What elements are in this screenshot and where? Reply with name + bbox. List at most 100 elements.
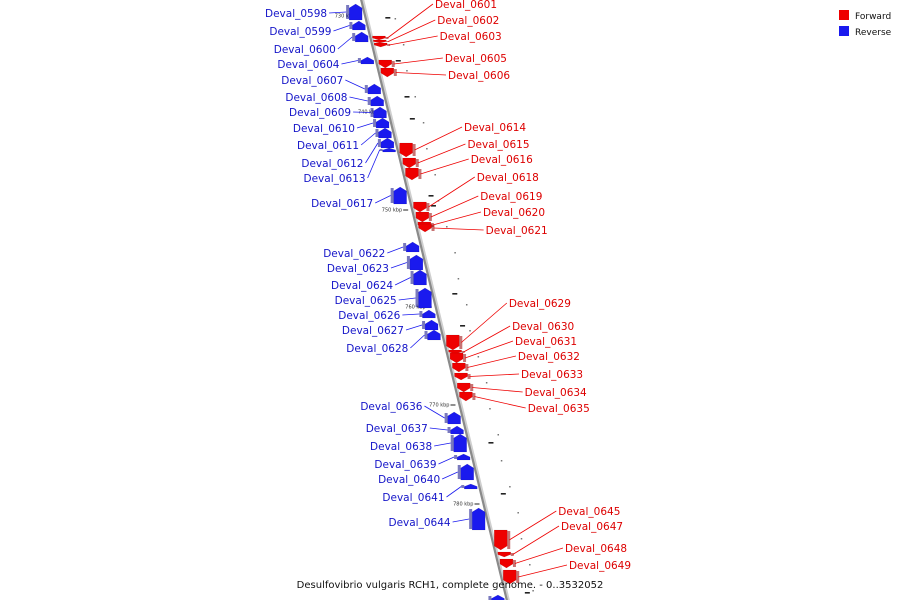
gene-glyph[interactable]	[405, 167, 419, 181]
gene-glyph[interactable]	[424, 319, 439, 331]
gene-glyph[interactable]	[422, 309, 436, 319]
gene-label[interactable]: Deval_0626	[338, 310, 400, 322]
gene-glyph[interactable]	[493, 529, 508, 551]
gene-label[interactable]: Deval_0641	[382, 492, 444, 504]
gene-glyph[interactable]	[446, 334, 460, 351]
gene-glyph[interactable]	[427, 329, 441, 341]
gene-label[interactable]: Deval_0621	[486, 225, 548, 237]
gene-glyph[interactable]	[354, 31, 369, 43]
gene-label[interactable]: Deval_0631	[515, 336, 577, 348]
gene-label[interactable]: Deval_0609	[289, 107, 351, 119]
gene-label[interactable]: Deval_0636	[360, 401, 422, 413]
gene-label[interactable]: Deval_0622	[323, 248, 385, 260]
gene-label[interactable]: Deval_0607	[281, 75, 343, 87]
gene-label[interactable]: Deval_0628	[346, 343, 408, 355]
gene-label[interactable]: Deval_0627	[342, 325, 404, 337]
minor-dot	[394, 18, 397, 20]
gene-label[interactable]: Deval_0649	[569, 560, 631, 572]
gene-label[interactable]: Deval_0599	[269, 26, 331, 38]
gene-shade	[418, 169, 422, 179]
gene-glyph[interactable]	[453, 433, 467, 453]
gene-label[interactable]: Deval_0624	[331, 280, 393, 292]
gene-glyph[interactable]	[378, 127, 392, 139]
gene-label[interactable]: Deval_0640	[378, 474, 440, 486]
gene-label[interactable]: Deval_0645	[558, 506, 620, 518]
gene-glyph[interactable]	[499, 558, 514, 569]
gene-glyph[interactable]	[471, 507, 486, 531]
gene-label[interactable]: Deval_0630	[512, 321, 574, 333]
gene-glyph[interactable]	[375, 117, 390, 129]
gene-glyph[interactable]	[459, 391, 473, 402]
gene-label[interactable]: Deval_0618	[477, 172, 539, 184]
gene-label[interactable]: Deval_0612	[301, 158, 363, 170]
gene-label[interactable]: Deval_0625	[335, 295, 397, 307]
gene-label[interactable]: Deval_0601	[435, 0, 497, 11]
gene-glyph[interactable]	[399, 142, 413, 158]
gene-glyph[interactable]	[502, 569, 517, 585]
gene-label[interactable]: Deval_0638	[370, 441, 432, 453]
gene-glyph[interactable]	[460, 463, 474, 481]
gene-label[interactable]: Deval_0603	[440, 31, 502, 43]
gene-glyph[interactable]	[372, 35, 386, 41]
gene-label[interactable]: Deval_0614	[464, 122, 526, 134]
gene-label[interactable]: Deval_0605	[445, 53, 507, 65]
gene-leader-line	[393, 57, 443, 65]
gene-label[interactable]: Deval_0635	[528, 403, 590, 415]
gene-glyph[interactable]	[491, 594, 505, 600]
gene-glyph[interactable]	[413, 201, 427, 213]
gene-label[interactable]: Deval_0598	[265, 8, 327, 20]
gene-glyph[interactable]	[382, 147, 396, 153]
gene-label[interactable]: Deval_0623	[327, 263, 389, 275]
gene-glyph[interactable]	[418, 223, 432, 233]
gene-label[interactable]: Deval_0613	[304, 173, 366, 185]
gene-glyph[interactable]	[497, 551, 511, 558]
gene-glyph[interactable]	[449, 352, 464, 364]
gene-label[interactable]: Deval_0620	[483, 207, 545, 219]
gene-glyph[interactable]	[370, 95, 384, 107]
gene-glyph[interactable]	[452, 362, 466, 373]
gene-glyph[interactable]	[360, 56, 375, 65]
gene-label[interactable]: Deval_0639	[374, 459, 436, 471]
minor-dot	[529, 564, 531, 566]
gene-label[interactable]: Deval_0634	[525, 387, 587, 399]
gene-label[interactable]: Deval_0608	[285, 92, 347, 104]
gene-label[interactable]: Deval_0637	[366, 423, 428, 435]
gene-label[interactable]: Deval_0644	[388, 517, 450, 529]
gene-glyph[interactable]	[456, 453, 471, 461]
gene-label[interactable]: Deval_0619	[480, 191, 542, 203]
gene-label[interactable]: Deval_0616	[471, 154, 533, 166]
gene-label[interactable]: Deval_0611	[297, 140, 359, 152]
gene-glyph[interactable]	[373, 42, 388, 48]
gene-label[interactable]: Deval_0647	[561, 521, 623, 533]
gene-glyph[interactable]	[393, 186, 407, 205]
gene-glyph[interactable]	[456, 382, 471, 393]
gene-glyph[interactable]	[450, 425, 464, 435]
gene-glyph[interactable]	[402, 157, 417, 169]
gene-label[interactable]: Deval_0600	[274, 44, 336, 56]
gene-glyph[interactable]	[415, 211, 430, 223]
gene-label[interactable]: Deval_0610	[293, 123, 355, 135]
gene-glyph[interactable]	[413, 269, 427, 286]
gene-label[interactable]: Deval_0629	[509, 298, 571, 310]
gene-glyph[interactable]	[409, 254, 424, 271]
gene-label[interactable]: Deval_0602	[437, 15, 499, 27]
gene-glyph[interactable]	[380, 137, 395, 149]
gene-glyph[interactable]	[348, 3, 363, 21]
gene-label[interactable]: Deval_0632	[518, 351, 580, 363]
gene-glyph[interactable]	[447, 411, 461, 425]
gene-label[interactable]: Deval_0604	[277, 59, 339, 71]
gene-label[interactable]: Deval_0648	[565, 543, 627, 555]
gene-label[interactable]: Deval_0633	[521, 369, 583, 381]
gene-glyph[interactable]	[418, 287, 432, 309]
gene-glyph[interactable]	[367, 83, 382, 95]
gene-label[interactable]: Deval_0617	[311, 198, 373, 210]
gene-glyph[interactable]	[463, 483, 478, 490]
gene-label[interactable]: Deval_0615	[467, 139, 529, 151]
gene-glyph[interactable]	[454, 372, 468, 381]
gene-glyph[interactable]	[405, 241, 420, 253]
gene-glyph[interactable]	[380, 67, 395, 78]
gene-glyph[interactable]	[378, 59, 392, 69]
gene-label[interactable]: Deval_0606	[448, 70, 510, 82]
gene-glyph[interactable]	[373, 39, 387, 44]
gene-glyph[interactable]	[352, 20, 366, 31]
